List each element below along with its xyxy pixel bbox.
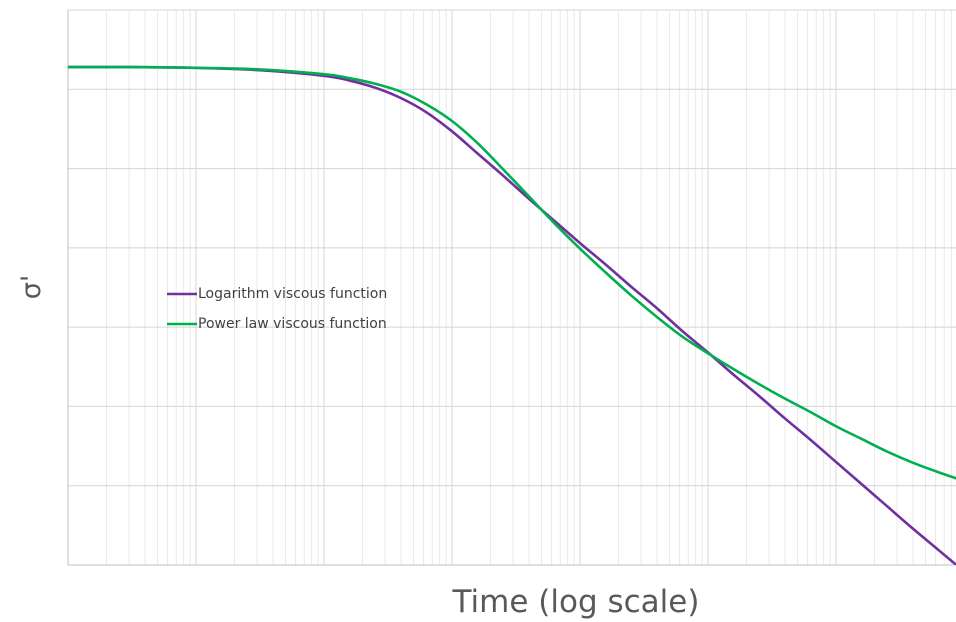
legend-entry-0: Logarithm viscous function	[167, 286, 387, 302]
grid	[68, 9, 956, 566]
legend-entry-1: Power law viscous function	[167, 316, 387, 332]
series-lines	[68, 65, 956, 565]
series-line-logarithm	[68, 65, 956, 565]
legend-label-power-law: Power law viscous function	[198, 316, 387, 332]
series-line-power-law	[68, 65, 956, 480]
x-axis-label: Time (log scale)	[452, 584, 700, 620]
legend-label-logarithm: Logarithm viscous function	[198, 286, 387, 302]
legend: Logarithm viscous function Power law vis…	[167, 286, 387, 332]
y-axis-label: σ'	[16, 275, 47, 300]
axes	[67, 10, 956, 566]
